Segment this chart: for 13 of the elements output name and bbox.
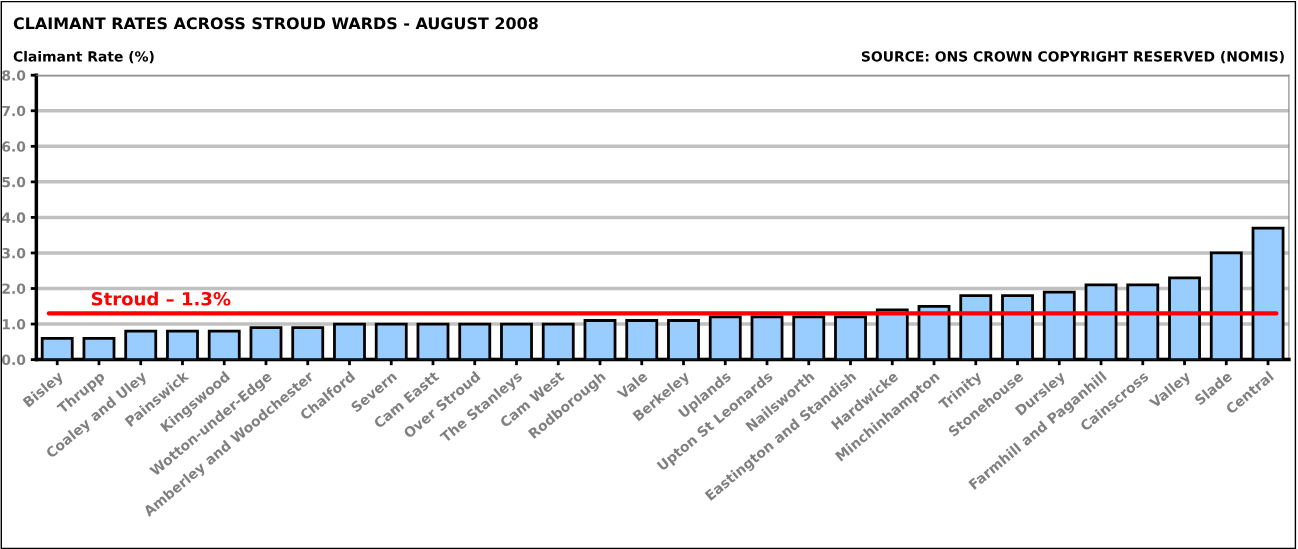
ref-line-label: Stroud – 1.3% [91, 291, 231, 306]
y-tick-label: 7.0 [2, 105, 26, 117]
y-tick-label: 0.0 [1, 354, 26, 366]
y-tick-label: 5.0 [2, 176, 26, 188]
y-tick-label: 1.0 [2, 319, 26, 330]
chart-title: CLAIMANT RATES ACROSS STROUD WARDS - AUGUST 2008 [13, 17, 538, 30]
y-tick-label: 4.0 [1, 212, 26, 223]
y-tick-label: 6.0 [2, 141, 26, 152]
y-tick-label: 3.0 [2, 247, 26, 259]
y-tick-label: 8.0 [2, 70, 26, 81]
source-note: SOURCE: ONS CROWN COPYRIGHT RESERVED (NOMIS) [861, 50, 1284, 64]
y-axis-title: Claimant Rate (%) [13, 50, 154, 64]
y-tick-label: 2.0 [2, 283, 26, 294]
